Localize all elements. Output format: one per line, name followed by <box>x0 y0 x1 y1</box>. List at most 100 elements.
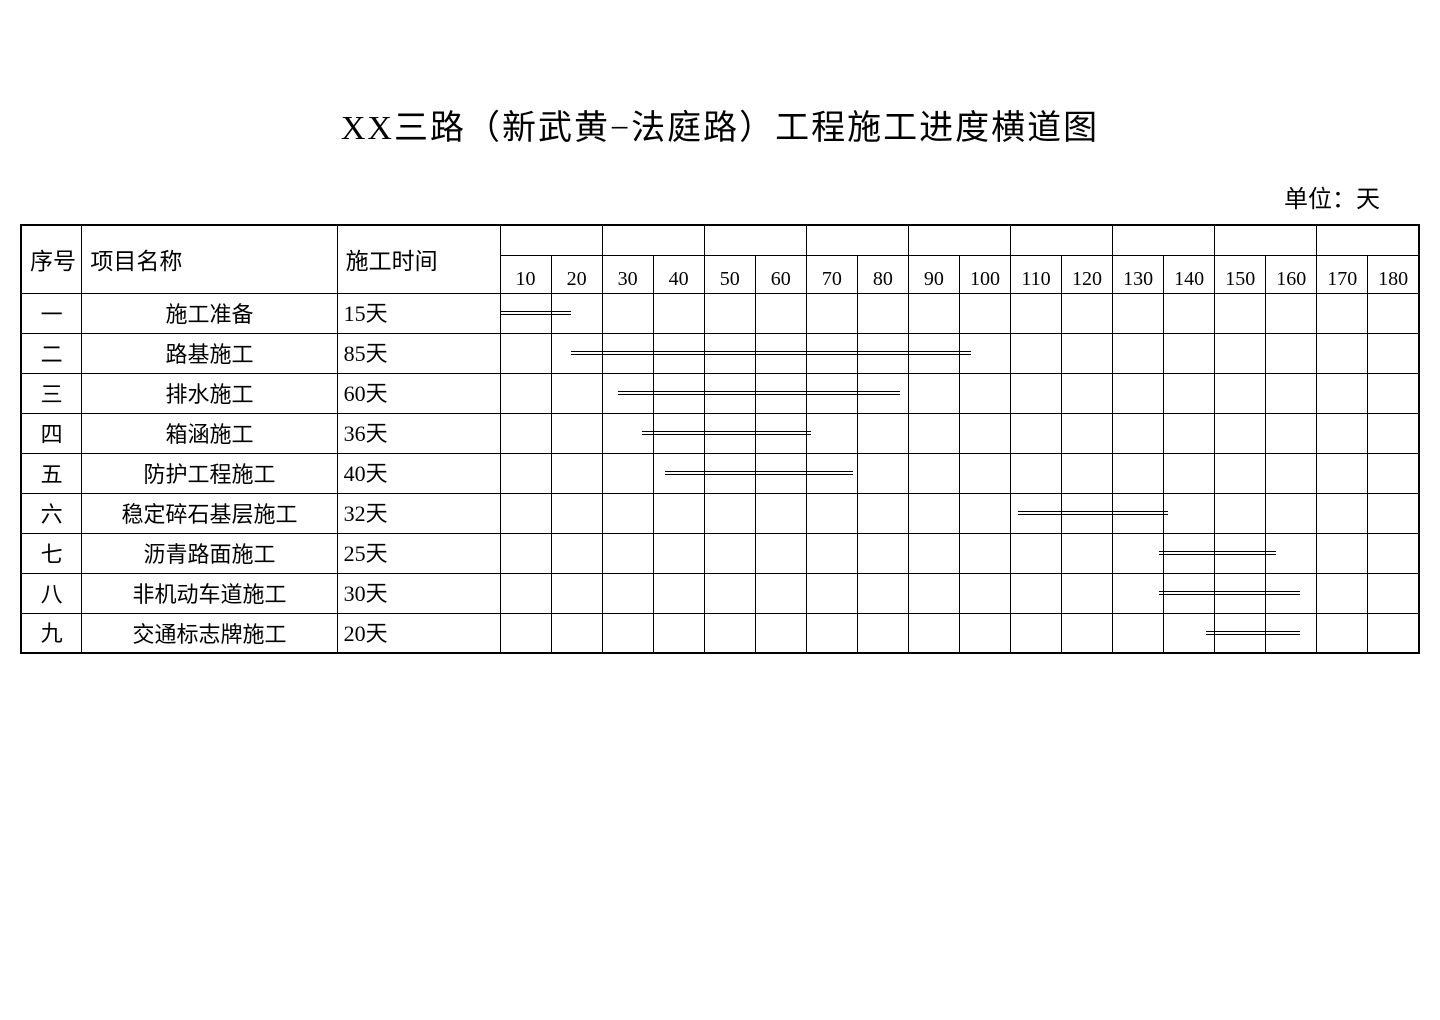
timeline-cell <box>551 493 602 533</box>
timeline-cell <box>1317 413 1368 453</box>
timeline-cell <box>1317 373 1368 413</box>
table-row: 七沥青路面施工25天 <box>21 533 1419 573</box>
timeline-cell <box>1010 413 1061 453</box>
timeline-cell <box>908 333 959 373</box>
seq-cell: 七 <box>21 533 82 573</box>
header-day-10: 10 <box>500 255 551 293</box>
seq-cell: 三 <box>21 373 82 413</box>
timeline-cell <box>1317 333 1368 373</box>
duration-cell: 20天 <box>337 613 500 653</box>
timeline-cell <box>1164 413 1215 453</box>
duration-cell: 30天 <box>337 573 500 613</box>
duration-cell: 32天 <box>337 493 500 533</box>
timeline-cell <box>1368 453 1419 493</box>
timeline-cell <box>1215 453 1266 493</box>
timeline-cell <box>1062 333 1113 373</box>
timeline-cell <box>1010 333 1061 373</box>
timeline-cell <box>1062 453 1113 493</box>
timeline-cell <box>1164 493 1215 533</box>
gantt-table: 序号 项目名称 施工时间 102030405060708090100110120… <box>20 224 1420 654</box>
timeline-cell <box>1368 493 1419 533</box>
timeline-cell <box>602 453 653 493</box>
timeline-cell <box>1266 413 1317 453</box>
timeline-cell <box>653 413 704 453</box>
timeline-cell <box>1113 613 1164 653</box>
chart-title: XX三路（新武黄−法庭路）工程施工进度横道图 <box>20 100 1420 149</box>
timeline-cell <box>551 453 602 493</box>
timeline-cell <box>1062 293 1113 333</box>
timeline-cell <box>1368 413 1419 453</box>
timeline-cell <box>653 333 704 373</box>
timeline-cell <box>1266 333 1317 373</box>
timeline-cell <box>1113 333 1164 373</box>
name-cell: 非机动车道施工 <box>82 573 337 613</box>
seq-cell: 九 <box>21 613 82 653</box>
timeline-cell <box>704 613 755 653</box>
timeline-cell <box>857 373 908 413</box>
timeline-cell <box>857 413 908 453</box>
timeline-cell <box>1010 533 1061 573</box>
timeline-cell <box>755 453 806 493</box>
name-cell: 路基施工 <box>82 333 337 373</box>
timeline-cell <box>806 573 857 613</box>
name-cell: 排水施工 <box>82 373 337 413</box>
timeline-cell <box>500 413 551 453</box>
timeline-cell <box>1266 493 1317 533</box>
timeline-cell <box>1368 533 1419 573</box>
timeline-cell <box>1368 573 1419 613</box>
timeline-cell <box>1062 573 1113 613</box>
header-day-160: 160 <box>1266 255 1317 293</box>
timeline-cell <box>500 533 551 573</box>
timeline-cell <box>755 333 806 373</box>
name-cell: 施工准备 <box>82 293 337 333</box>
timeline-cell <box>653 573 704 613</box>
duration-cell: 60天 <box>337 373 500 413</box>
header-day-120: 120 <box>1062 255 1113 293</box>
timeline-cell <box>1113 573 1164 613</box>
timeline-cell <box>500 573 551 613</box>
gantt-container: XX三路（新武黄−法庭路）工程施工进度横道图 单位：天 序号 项目名称 施工时间… <box>20 100 1420 654</box>
header-day-170: 170 <box>1317 255 1368 293</box>
timeline-cell <box>857 493 908 533</box>
timeline-cell <box>1062 533 1113 573</box>
timeline-cell <box>1215 533 1266 573</box>
timeline-cell <box>602 293 653 333</box>
timeline-cell <box>1164 373 1215 413</box>
header-day-group <box>704 225 806 255</box>
timeline-cell <box>704 293 755 333</box>
name-cell: 稳定碎石基层施工 <box>82 493 337 533</box>
timeline-cell <box>908 413 959 453</box>
timeline-cell <box>1113 533 1164 573</box>
timeline-cell <box>857 573 908 613</box>
timeline-cell <box>551 413 602 453</box>
timeline-cell <box>959 613 1010 653</box>
timeline-cell <box>500 613 551 653</box>
timeline-cell <box>908 373 959 413</box>
header-day-130: 130 <box>1113 255 1164 293</box>
table-row: 四箱涵施工36天 <box>21 413 1419 453</box>
timeline-cell <box>704 333 755 373</box>
seq-cell: 五 <box>21 453 82 493</box>
timeline-cell <box>1062 493 1113 533</box>
table-body: 一施工准备15天二路基施工85天三排水施工60天四箱涵施工36天五防护工程施工4… <box>21 293 1419 653</box>
timeline-cell <box>1215 573 1266 613</box>
unit-label: 单位：天 <box>20 179 1420 214</box>
table-row: 五防护工程施工40天 <box>21 453 1419 493</box>
timeline-cell <box>602 493 653 533</box>
timeline-cell <box>1317 613 1368 653</box>
table-row: 八非机动车道施工30天 <box>21 573 1419 613</box>
header-name: 项目名称 <box>82 225 337 293</box>
timeline-cell <box>1368 613 1419 653</box>
timeline-cell <box>602 373 653 413</box>
timeline-cell <box>602 533 653 573</box>
timeline-cell <box>1317 533 1368 573</box>
timeline-cell <box>1317 493 1368 533</box>
seq-cell: 四 <box>21 413 82 453</box>
timeline-cell <box>500 373 551 413</box>
timeline-cell <box>653 293 704 333</box>
timeline-cell <box>908 573 959 613</box>
seq-cell: 六 <box>21 493 82 533</box>
header-duration: 施工时间 <box>337 225 500 293</box>
header-day-180: 180 <box>1368 255 1419 293</box>
header-day-group <box>1215 225 1317 255</box>
